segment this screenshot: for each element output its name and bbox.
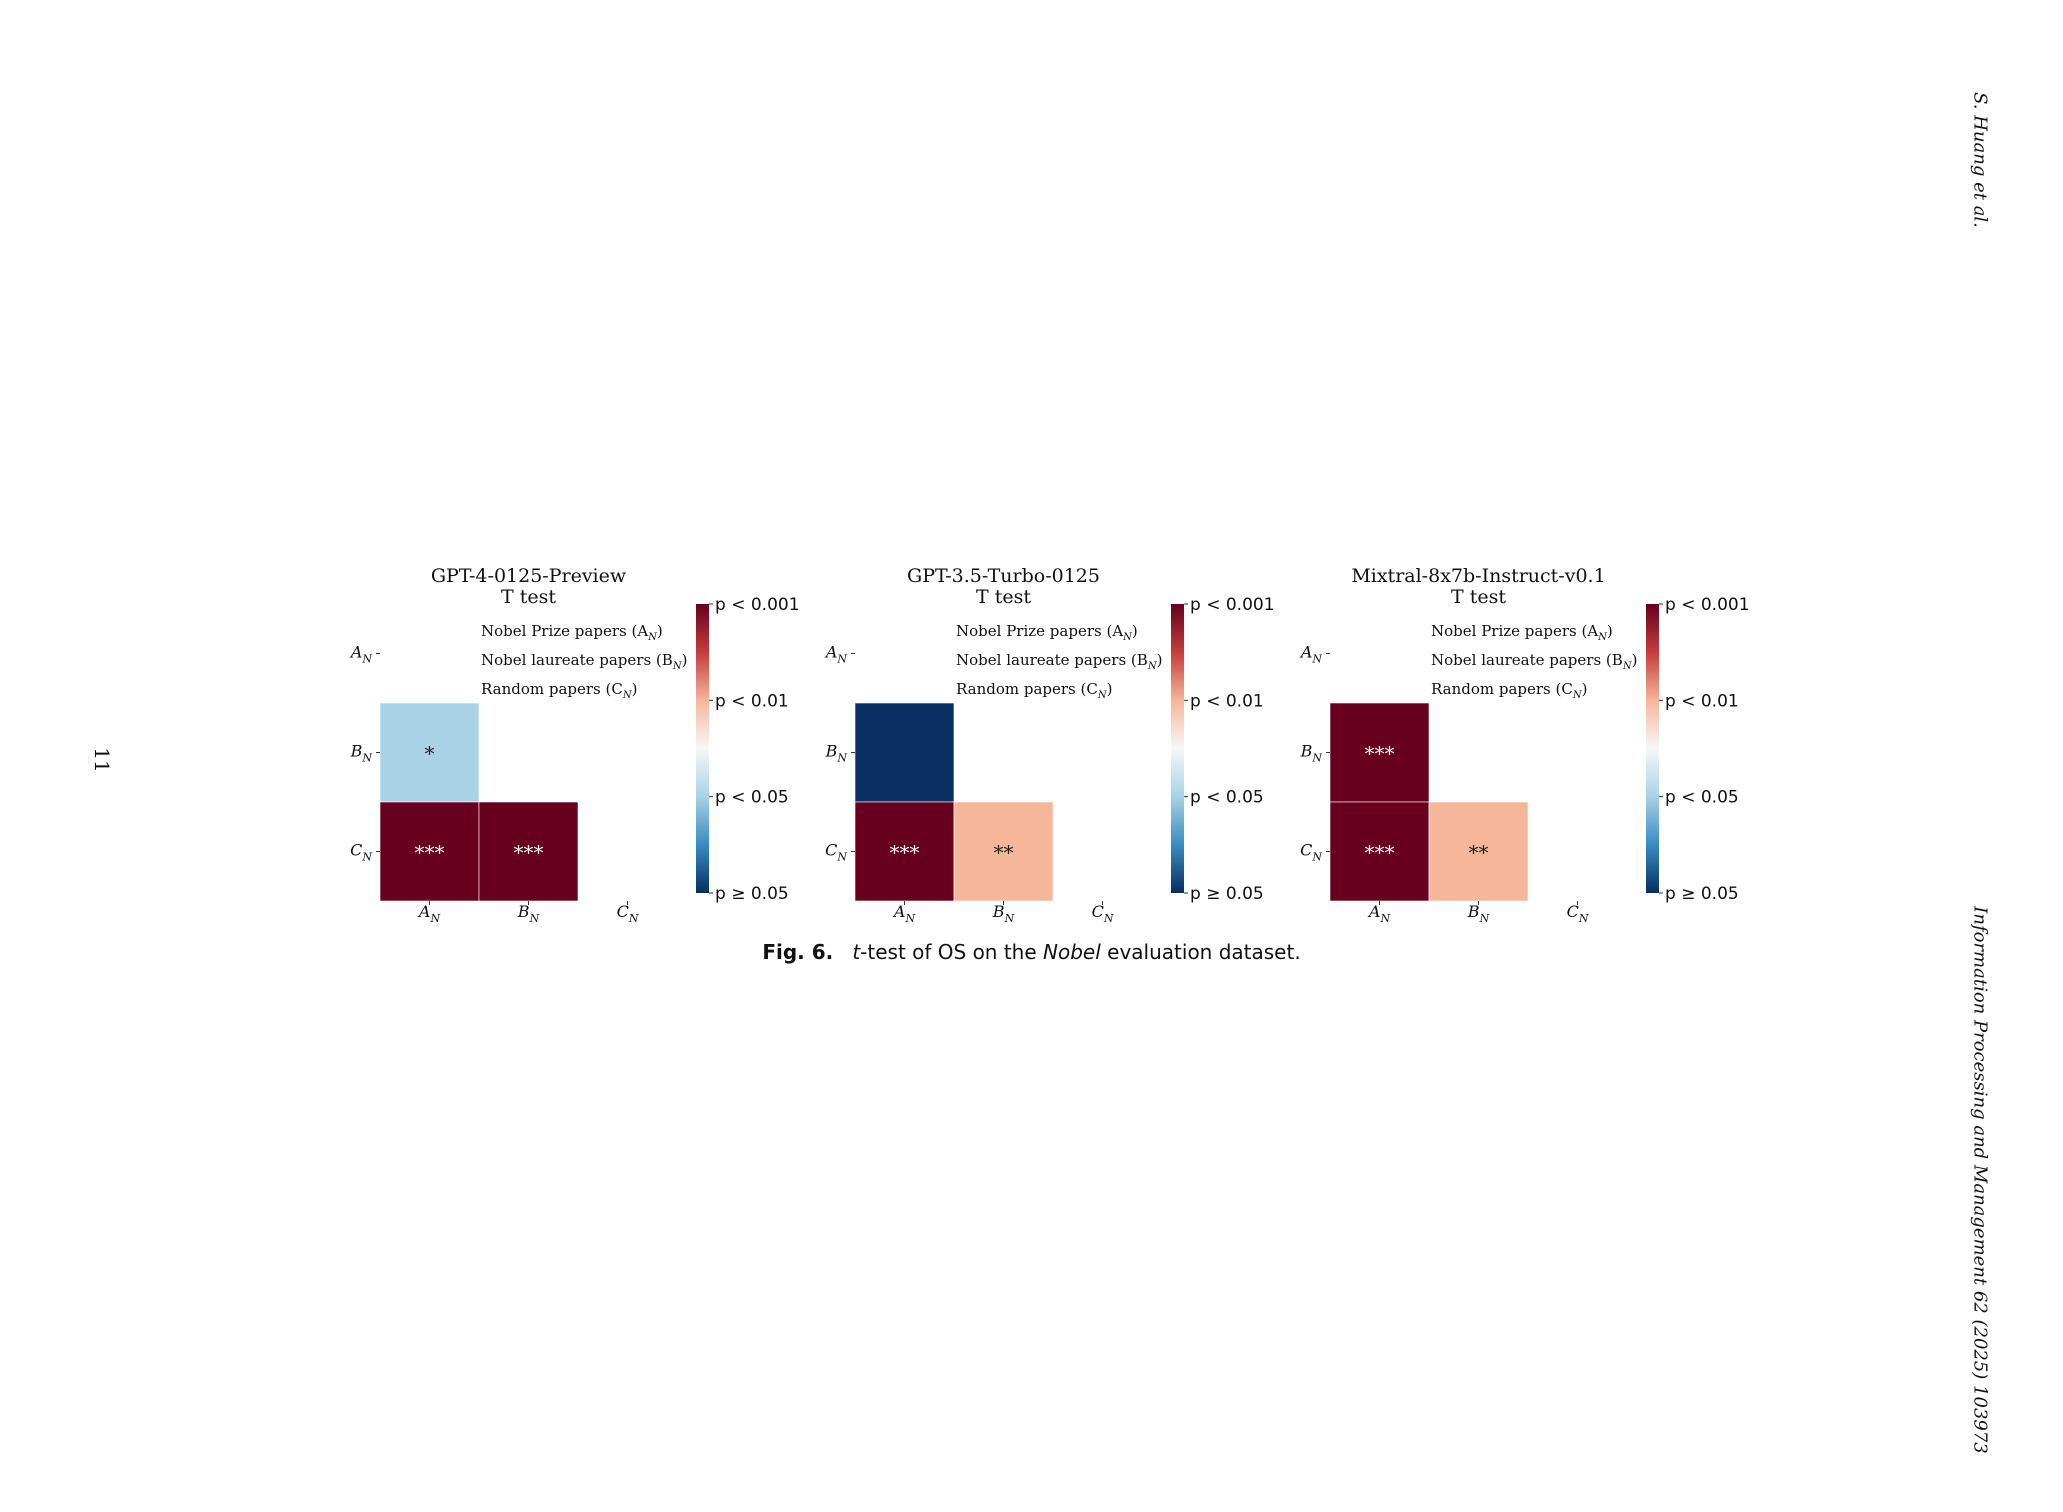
cell-stars: *** [890, 841, 920, 865]
caption-text-b: evaluation dataset. [1100, 940, 1301, 964]
cell-stars: *** [1365, 841, 1395, 865]
row-label: CN [825, 841, 847, 864]
row-label: CN [350, 841, 372, 864]
legend-item: Random papers (CN) [1431, 680, 1587, 701]
col-label: AN [417, 902, 441, 925]
cell-stars: *** [514, 841, 544, 865]
legend-item: Nobel Prize papers (AN) [1431, 622, 1613, 643]
row-label: AN [1299, 643, 1323, 666]
caption-label: Fig. 6. [762, 940, 834, 964]
heatmap-cell [854, 801, 955, 902]
legend-item: Nobel laureate papers (BN) [956, 651, 1162, 672]
colorbar [1646, 604, 1659, 893]
colorbar-label: p < 0.01 [1665, 691, 1739, 711]
caption-italic: Nobel [1043, 940, 1101, 964]
legend-item: Random papers (CN) [481, 680, 637, 701]
panel-subtitle: T test [1451, 586, 1506, 608]
colorbar [1171, 604, 1184, 893]
heatmap-cell [379, 801, 480, 902]
heatmap-cell [1329, 801, 1430, 902]
panel-title: GPT-3.5-Turbo-0125 [907, 565, 1100, 587]
panel-subtitle: T test [976, 586, 1031, 608]
row-label: AN [824, 643, 848, 666]
col-label: AN [892, 902, 916, 925]
col-label: CN [1092, 902, 1114, 925]
row-label: CN [1300, 841, 1322, 864]
colorbar [696, 604, 709, 893]
row-label: AN [349, 643, 373, 666]
figure-caption: Fig. 6. t-test of OS on the Nobel evalua… [0, 940, 2063, 964]
colorbar-label: p < 0.05 [715, 788, 789, 808]
colorbar-label: p < 0.001 [715, 595, 800, 615]
colorbar-label: p ≥ 0.05 [1665, 884, 1739, 904]
legend-item: Nobel laureate papers (BN) [481, 651, 687, 672]
colorbar-label: p ≥ 0.05 [1190, 884, 1264, 904]
cell-stars: ** [994, 841, 1014, 865]
col-label: BN [992, 902, 1015, 925]
row-label: BN [350, 742, 373, 765]
col-label: AN [1367, 902, 1391, 925]
cell-stars: * [425, 742, 435, 766]
legend-item: Random papers (CN) [956, 680, 1112, 701]
colorbar-label: p < 0.001 [1665, 595, 1750, 615]
colorbar-label: p ≥ 0.05 [715, 884, 789, 904]
col-label: BN [517, 902, 540, 925]
cell-stars: *** [1365, 742, 1395, 766]
cell-stars: ** [1469, 841, 1489, 865]
colorbar-label: p < 0.01 [715, 691, 789, 711]
panel-title: Mixtral-8x7b-Instruct-v0.1 [1351, 565, 1605, 587]
col-label: CN [1567, 902, 1589, 925]
colorbar-label: p < 0.05 [1190, 788, 1264, 808]
heatmap-cell [379, 702, 480, 803]
colorbar-label: p < 0.001 [1190, 595, 1275, 615]
legend-item: Nobel Prize papers (AN) [481, 622, 663, 643]
heatmap-cell [478, 801, 579, 902]
colorbar-label: p < 0.05 [1665, 788, 1739, 808]
panel-title: GPT-4-0125-Preview [431, 565, 627, 587]
colorbar-label: p < 0.01 [1190, 691, 1264, 711]
heatmap-cell [854, 702, 955, 803]
col-label: BN [1467, 902, 1490, 925]
cell-stars: *** [415, 841, 445, 865]
row-label: BN [825, 742, 848, 765]
panel-subtitle: T test [501, 586, 556, 608]
heatmap-cell [1428, 801, 1529, 902]
caption-text-a: -test of OS on the [860, 940, 1044, 964]
caption-t: t [852, 940, 861, 964]
col-label: CN [617, 902, 639, 925]
heatmap-cell [953, 801, 1054, 902]
legend-item: Nobel Prize papers (AN) [956, 622, 1138, 643]
row-label: BN [1300, 742, 1323, 765]
legend-item: Nobel laureate papers (BN) [1431, 651, 1637, 672]
